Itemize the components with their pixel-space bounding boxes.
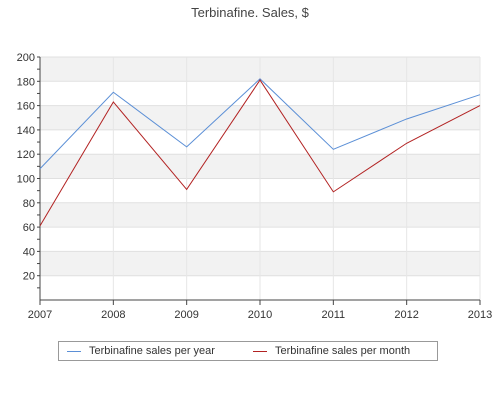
x-tick-label: 2008 <box>101 309 125 321</box>
grid-lines <box>40 56 481 300</box>
legend-swatch-series-2 <box>253 350 267 352</box>
x-tick-label: 2010 <box>248 309 272 321</box>
series-line-2 <box>39 79 481 227</box>
y-tick-label: 140 <box>17 125 35 137</box>
series-lines <box>39 78 481 227</box>
y-tick-label: 160 <box>17 101 35 113</box>
y-tick-label: 120 <box>17 149 35 161</box>
x-tick-label: 2013 <box>468 309 492 321</box>
x-tick-label: 2012 <box>394 309 418 321</box>
legend-item-series-1: Terbinafine sales per year <box>67 345 215 357</box>
legend-label-series-1: Terbinafine sales per year <box>89 345 215 357</box>
y-tick-label: 200 <box>17 52 35 64</box>
y-tick-label: 40 <box>23 246 35 258</box>
x-tick-label: 2011 <box>322 309 346 321</box>
y-tick-label: 180 <box>17 76 35 88</box>
legend-item-series-2: Terbinafine sales per month <box>253 345 410 357</box>
legend: Terbinafine sales per year Terbinafine s… <box>58 341 438 361</box>
y-tick-label: 20 <box>23 271 35 283</box>
y-tick-label: 80 <box>23 198 35 210</box>
y-tick-label: 100 <box>17 174 35 186</box>
chart-title: Terbinafine. Sales, $ <box>191 5 309 20</box>
legend-label-series-2: Terbinafine sales per month <box>275 345 411 357</box>
legend-swatch-series-1 <box>67 350 81 352</box>
x-tick-label: 2009 <box>174 309 198 321</box>
y-tick-label: 60 <box>23 222 35 234</box>
series-line-1 <box>39 78 481 170</box>
x-tick-label: 2007 <box>28 309 52 321</box>
y-axis-ticks: 20 40 60 80 100 120 140 160 180 200 <box>17 52 40 289</box>
x-axis-ticks: 2007 2008 2009 2010 2011 2012 2013 <box>28 300 492 321</box>
